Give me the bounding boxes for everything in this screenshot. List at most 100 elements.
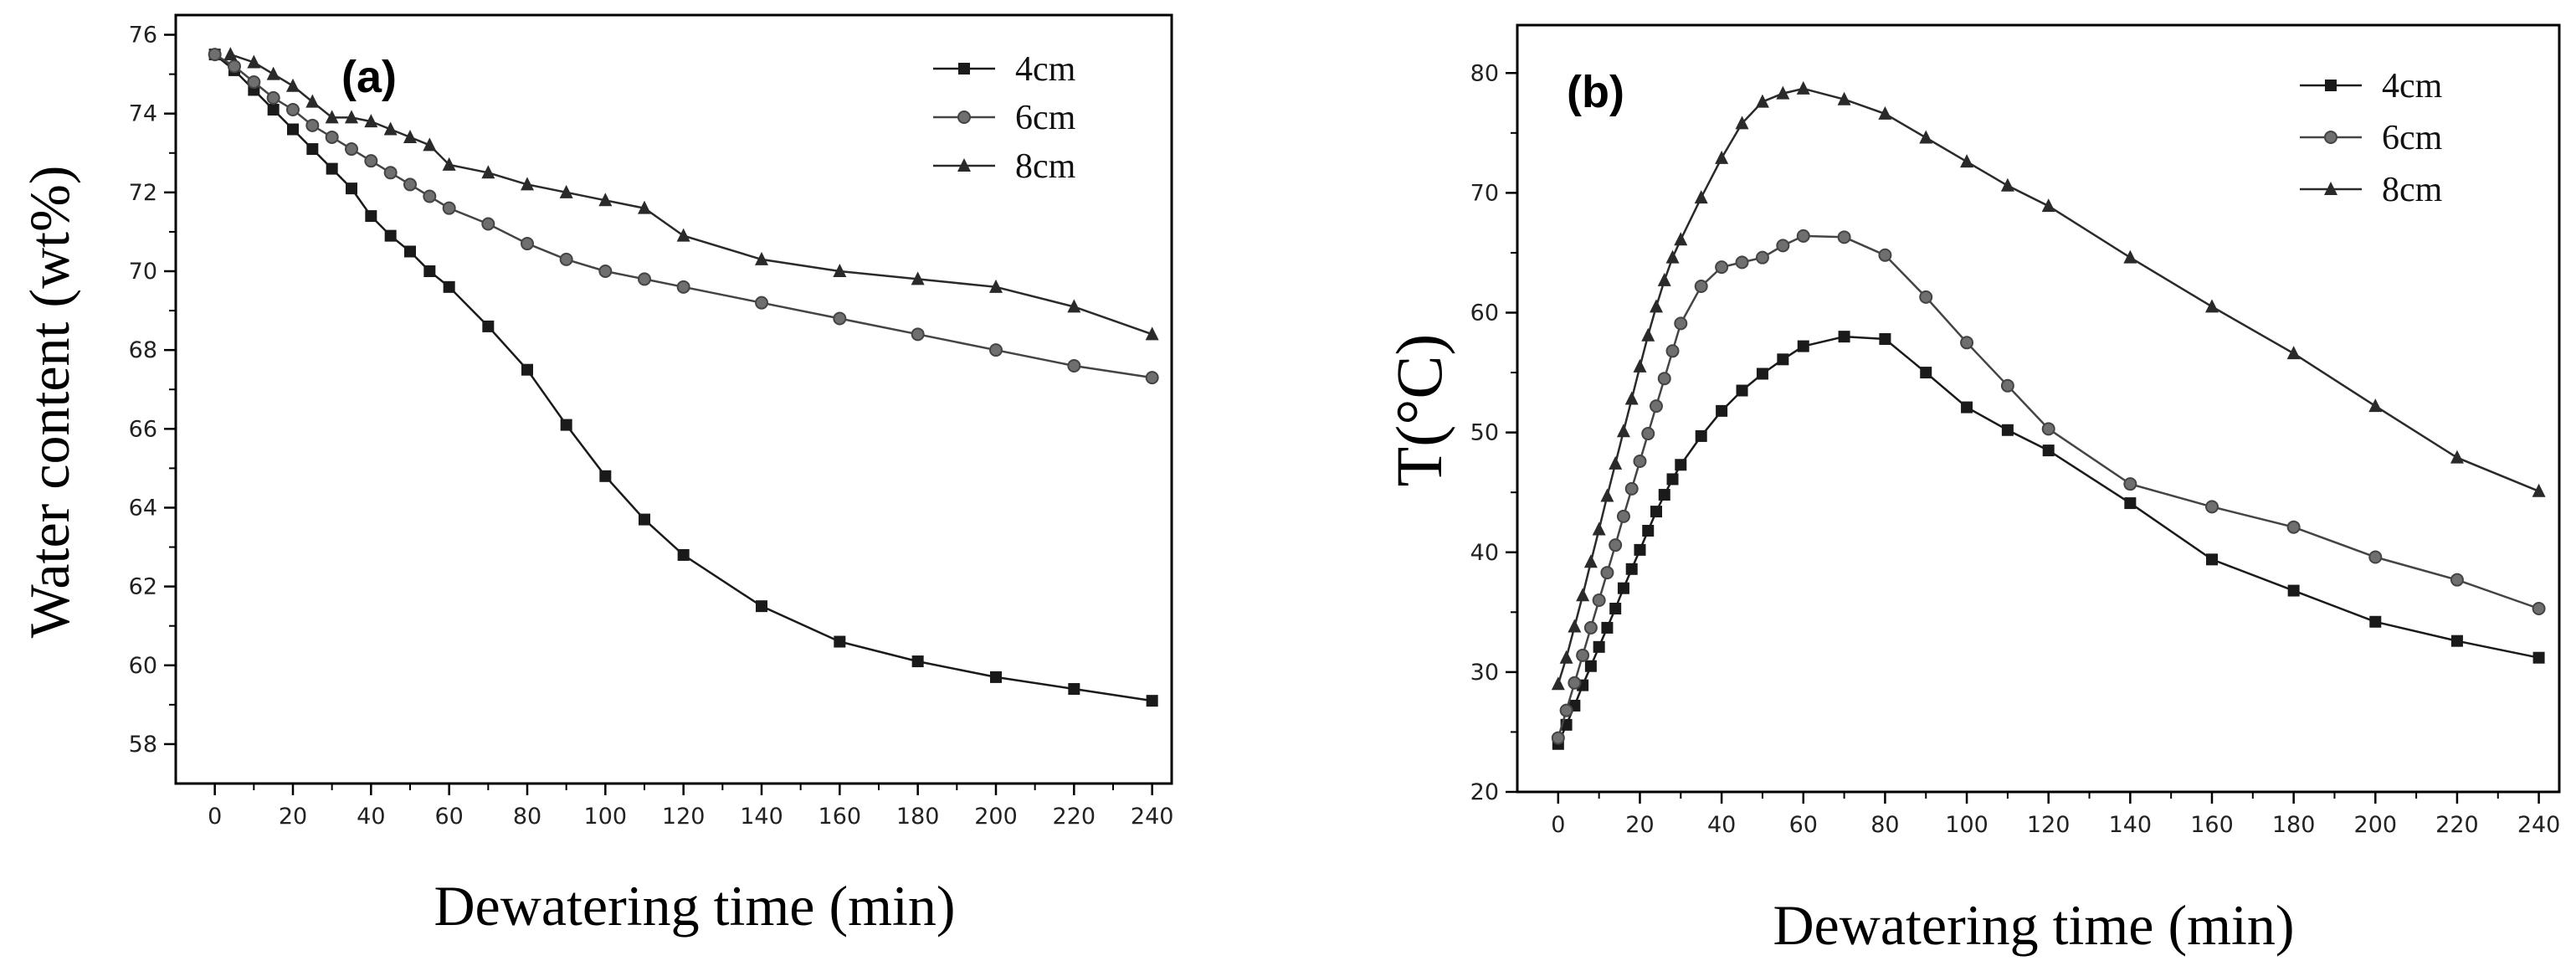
- data-point-4cm: [1920, 367, 1932, 379]
- data-point-6cm: [1624, 481, 1639, 496]
- y-tick-label: 40: [1470, 540, 1499, 566]
- series-lines-b: [1551, 80, 2546, 750]
- data-point-4cm: [1609, 603, 1622, 615]
- data-point-8cm: [1592, 522, 1606, 536]
- legend-marker-8cm: [957, 158, 971, 172]
- legend-label-4cm: 4cm: [2382, 67, 2443, 105]
- data-point-6cm: [383, 166, 398, 180]
- data-point-4cm: [482, 320, 495, 332]
- x-tick-label: 80: [1870, 812, 1899, 838]
- data-point-6cm: [1609, 538, 1623, 552]
- x-axis-label-a: Dewatering time (min): [434, 874, 955, 938]
- data-point-6cm: [911, 327, 925, 342]
- data-point-4cm: [1625, 563, 1638, 575]
- y-axis-label-b: T(°C): [1383, 334, 1455, 487]
- data-point-8cm: [676, 228, 690, 242]
- data-point-4cm: [1650, 506, 1662, 518]
- data-point-6cm: [521, 237, 534, 251]
- data-point-6cm: [598, 265, 613, 278]
- data-point-8cm: [833, 264, 847, 277]
- series-line-6cm: [1557, 234, 2540, 738]
- data-point-4cm: [2001, 424, 2014, 436]
- legend-marker-6cm: [2324, 131, 2337, 144]
- data-point-4cm: [1068, 683, 1080, 696]
- data-point-4cm: [560, 419, 572, 431]
- data-point-4cm: [599, 470, 612, 482]
- data-point-6cm: [2123, 477, 2137, 491]
- data-point-6cm: [1878, 248, 1892, 262]
- data-point-8cm: [1665, 249, 1680, 264]
- data-point-8cm: [1551, 676, 1565, 691]
- data-point-6cm: [1837, 230, 1851, 244]
- data-point-8cm: [1776, 85, 1790, 100]
- x-tick-label: 100: [1945, 812, 1988, 838]
- y-tick-label: 20: [1470, 779, 1499, 805]
- data-point-8cm: [481, 165, 495, 179]
- x-tick-label: 140: [740, 804, 783, 830]
- data-point-6cm: [638, 272, 651, 286]
- data-point-8cm: [1145, 326, 1159, 341]
- data-point-4cm: [2124, 497, 2137, 510]
- y-tick-label: 68: [129, 337, 157, 363]
- data-point-4cm: [1716, 404, 1728, 417]
- data-point-6cm: [755, 295, 768, 310]
- data-point-6cm: [305, 118, 320, 132]
- data-point-6cm: [481, 217, 495, 231]
- data-point-6cm: [2205, 500, 2219, 514]
- data-point-4cm: [306, 143, 319, 156]
- data-point-4cm: [1642, 524, 1655, 537]
- data-point-4cm: [1634, 543, 1646, 556]
- data-point-8cm: [1559, 650, 1573, 664]
- data-point-6cm: [208, 48, 222, 62]
- data-point-8cm: [266, 66, 280, 80]
- data-point-8cm: [1735, 116, 1749, 130]
- data-point-8cm: [2123, 249, 2137, 264]
- data-point-4cm: [1658, 489, 1670, 501]
- y-tick-label: 70: [1470, 180, 1499, 206]
- x-tick-label: 180: [2272, 812, 2316, 838]
- data-point-4cm: [2369, 615, 2382, 628]
- legend-label-8cm: 8cm: [1015, 147, 1076, 186]
- data-point-8cm: [1583, 554, 1598, 568]
- data-point-8cm: [2041, 198, 2055, 213]
- data-point-6cm: [2450, 573, 2464, 587]
- data-point-4cm: [2450, 635, 2463, 647]
- y-tick-label: 72: [129, 180, 157, 206]
- data-point-8cm: [2368, 398, 2383, 413]
- data-point-4cm: [521, 363, 533, 376]
- data-point-4cm: [1797, 340, 1809, 352]
- data-point-4cm: [2287, 584, 2300, 597]
- data-point-6cm: [1919, 290, 1933, 304]
- data-point-6cm: [325, 130, 339, 144]
- data-point-8cm: [1960, 154, 1974, 168]
- data-point-8cm: [1609, 455, 1623, 470]
- data-point-4cm: [423, 265, 436, 277]
- x-tick-label: 60: [434, 804, 463, 830]
- data-point-8cm: [1568, 619, 1582, 633]
- y-tick-label: 80: [1470, 60, 1499, 86]
- data-point-6cm: [403, 177, 417, 192]
- data-point-8cm: [423, 137, 437, 152]
- x-tick-label: 180: [896, 804, 940, 830]
- data-point-8cm: [2532, 483, 2546, 497]
- data-point-8cm: [598, 193, 613, 207]
- data-point-4cm: [384, 229, 397, 242]
- data-point-6cm: [1657, 372, 1671, 386]
- x-tick-label: 240: [1131, 804, 1174, 830]
- data-point-6cm: [2041, 422, 2055, 436]
- data-point-4cm: [834, 635, 846, 648]
- data-point-4cm: [1146, 695, 1158, 707]
- data-point-4cm: [1675, 459, 1687, 471]
- x-tick-label: 240: [2517, 812, 2561, 838]
- data-point-4cm: [1756, 367, 1768, 380]
- series-line-8cm: [229, 53, 1153, 336]
- legend-label-6cm: 6cm: [2382, 119, 2443, 157]
- data-point-6cm: [833, 311, 847, 326]
- data-point-6cm: [676, 280, 690, 294]
- data-point-6cm: [1633, 454, 1647, 468]
- x-tick-label: 40: [357, 804, 385, 830]
- x-axis-label-b: Dewatering time (min): [1773, 893, 2294, 957]
- data-point-4cm: [346, 182, 357, 195]
- x-tick-label: 0: [1551, 812, 1565, 838]
